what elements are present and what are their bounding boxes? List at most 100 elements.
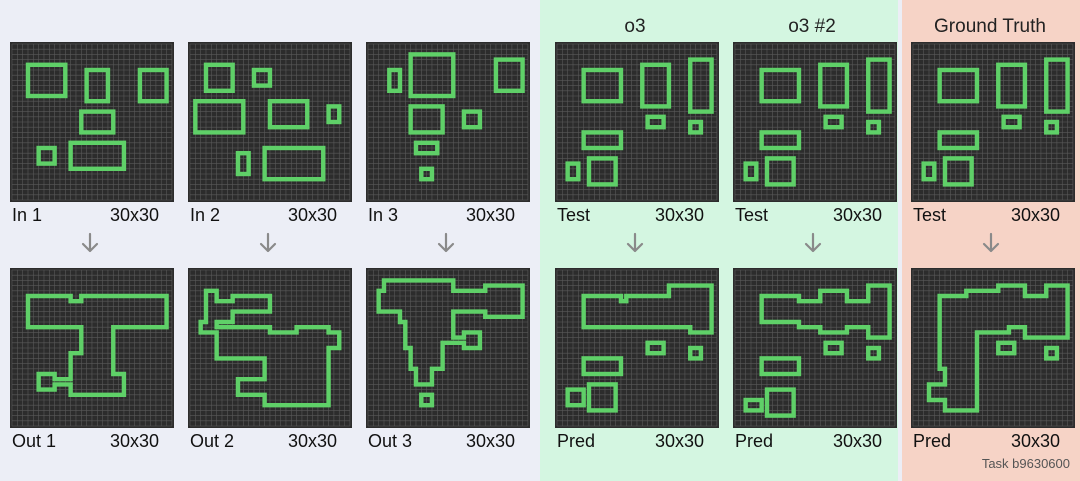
shape-rect bbox=[461, 109, 483, 130]
arrow-down-icon bbox=[804, 232, 822, 253]
shape-outline bbox=[926, 283, 1070, 413]
label-in1: In 1 bbox=[12, 205, 43, 225]
shape-outline bbox=[581, 283, 714, 335]
shape-rect bbox=[866, 57, 892, 114]
grid-test-o3-2 bbox=[733, 42, 897, 202]
shape-rect bbox=[565, 161, 581, 182]
shape-rect bbox=[25, 62, 68, 99]
header-ground-truth: Ground Truth bbox=[934, 16, 1046, 37]
label-test-o3-2: Test bbox=[735, 205, 769, 225]
grid-in2 bbox=[188, 42, 352, 202]
label-in3: In 3 bbox=[368, 205, 399, 225]
shape-rect bbox=[764, 156, 796, 187]
grid-test-o3 bbox=[555, 42, 719, 202]
header-o3: o3 bbox=[624, 16, 646, 37]
shape-rect bbox=[996, 340, 1017, 356]
size-pred-truth: 30x30 bbox=[1011, 431, 1061, 451]
shape-rect bbox=[942, 156, 974, 187]
grid-ground-truth bbox=[911, 268, 1075, 428]
shape-rect bbox=[996, 62, 1028, 109]
shape-outline bbox=[198, 288, 342, 408]
shape-rect bbox=[581, 130, 624, 151]
arrow-down-icon bbox=[626, 232, 644, 253]
size-test-o3-2: 30x30 bbox=[833, 205, 883, 225]
size-in2: 30x30 bbox=[288, 205, 338, 225]
size-out1: 30x30 bbox=[110, 431, 160, 451]
shape-rect bbox=[688, 119, 704, 135]
shape-rect bbox=[818, 62, 850, 109]
shape-rect bbox=[581, 67, 624, 104]
grid-lines bbox=[189, 43, 351, 201]
label-out3: Out 3 bbox=[368, 431, 413, 451]
shape-rect bbox=[565, 387, 586, 408]
shape-rect bbox=[759, 130, 802, 151]
shape-rect bbox=[408, 52, 456, 99]
shape-rect bbox=[419, 166, 435, 182]
shape-rect bbox=[203, 62, 235, 94]
arrow-down-icon bbox=[982, 232, 1000, 253]
size-in3: 30x30 bbox=[466, 205, 516, 225]
shape-rect bbox=[1044, 119, 1060, 135]
shape-rect bbox=[823, 340, 844, 356]
shape-rect bbox=[419, 392, 435, 408]
shape-outline bbox=[25, 293, 169, 398]
label-pred-o3: Pred bbox=[557, 431, 596, 451]
grid-out2 bbox=[188, 268, 352, 428]
shape-rect bbox=[251, 67, 273, 88]
grid-out1 bbox=[10, 268, 174, 428]
grid-lines bbox=[11, 43, 173, 201]
size-in1: 30x30 bbox=[110, 205, 160, 225]
shape-rect bbox=[193, 98, 246, 135]
shape-rect bbox=[688, 57, 714, 114]
shape-rect bbox=[743, 397, 764, 413]
shape-rect bbox=[764, 387, 796, 418]
shape-rect bbox=[645, 340, 666, 356]
label-test-truth: Test bbox=[913, 205, 947, 225]
shape-rect bbox=[743, 161, 759, 182]
arrow-down-icon bbox=[259, 232, 277, 253]
shape-rect bbox=[68, 140, 127, 172]
shape-rect bbox=[921, 161, 937, 182]
shape-rect bbox=[937, 130, 980, 151]
header-o3-2: o3 #2 bbox=[788, 16, 836, 37]
shape-rect bbox=[823, 114, 844, 130]
shape-rect bbox=[866, 119, 882, 135]
shape-rect bbox=[408, 104, 445, 135]
size-test-truth: 30x30 bbox=[1011, 205, 1061, 225]
shape-rect bbox=[937, 67, 980, 104]
arrow-down-icon bbox=[437, 232, 455, 253]
size-pred-o3-2: 30x30 bbox=[833, 431, 883, 451]
grid-out3 bbox=[366, 268, 530, 428]
grid-pred-o3-2 bbox=[733, 268, 897, 428]
shape-rect bbox=[235, 150, 251, 177]
shape-rect bbox=[688, 345, 704, 361]
size-out3: 30x30 bbox=[466, 431, 516, 451]
shape-rect bbox=[1044, 345, 1060, 361]
shape-outline bbox=[376, 278, 525, 387]
grid-test-truth bbox=[911, 42, 1075, 202]
shape-rect bbox=[759, 67, 802, 104]
shape-rect bbox=[79, 109, 116, 135]
arrow-down-icon bbox=[81, 232, 99, 253]
shape-rect bbox=[640, 62, 672, 109]
label-test-o3: Test bbox=[557, 205, 591, 225]
shape-rect bbox=[759, 356, 802, 377]
shape-rect bbox=[84, 67, 111, 104]
shape-rect bbox=[36, 145, 57, 166]
label-in2: In 2 bbox=[190, 205, 221, 225]
shape-rect bbox=[1001, 114, 1022, 130]
shape-rect bbox=[586, 382, 618, 413]
shape-rect bbox=[387, 67, 403, 94]
size-pred-o3: 30x30 bbox=[655, 431, 705, 451]
label-pred-truth: Pred bbox=[913, 431, 952, 451]
shape-rect bbox=[645, 114, 666, 130]
grid-in3 bbox=[366, 42, 530, 202]
size-test-o3: 30x30 bbox=[655, 205, 705, 225]
grid-in1 bbox=[10, 42, 174, 202]
shape-rect bbox=[137, 67, 169, 104]
shape-rect bbox=[326, 104, 342, 125]
shape-rect bbox=[1044, 57, 1070, 114]
shape-outline bbox=[759, 283, 892, 340]
shape-rect bbox=[581, 356, 624, 377]
task-id: Task b9630600 bbox=[981, 456, 1070, 471]
